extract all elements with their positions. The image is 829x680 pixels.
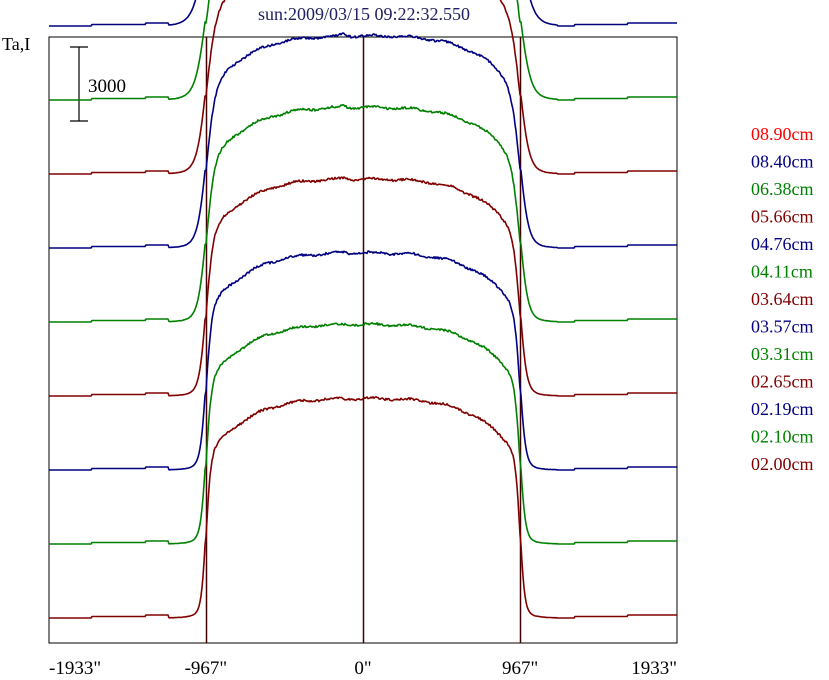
series-line-04-76cm — [49, 0, 677, 27]
x-tick-label: 0" — [354, 658, 371, 679]
series-layer — [49, 0, 677, 619]
legend-entry: 02.19cm — [751, 399, 814, 419]
series-line-02-00cm — [49, 396, 677, 619]
series-line-02-65cm — [49, 176, 677, 397]
x-tick-label: -967" — [185, 658, 228, 679]
series-line-04-11cm — [49, 0, 677, 101]
legend-entry: 03.64cm — [751, 289, 814, 309]
x-tick-label: -1933" — [49, 658, 101, 679]
series-line-03-57cm — [49, 32, 677, 249]
legend-entry: 04.76cm — [751, 234, 814, 254]
legend-entry: 08.90cm — [751, 124, 814, 144]
legend-entry: 06.38cm — [751, 179, 814, 199]
series-line-03-64cm — [49, 0, 677, 175]
legend-entry: 03.31cm — [751, 344, 814, 364]
legend-entry: 04.11cm — [751, 262, 813, 282]
legend-entry: 02.10cm — [751, 427, 814, 447]
legend-entry: 03.57cm — [751, 317, 814, 337]
legend-entry: 05.66cm — [751, 207, 814, 227]
legend-entry: 02.65cm — [751, 372, 814, 392]
scale-bar-label: 3000 — [88, 76, 126, 97]
legend-entry: 08.40cm — [751, 152, 814, 172]
legend-entry: 02.00cm — [751, 454, 814, 474]
y-axis-label: Ta,I — [2, 34, 30, 54]
series-line-03-31cm — [49, 103, 677, 323]
legend: 08.90cm 08.40cm 06.38cm 05.66cm 04.76cm 04.11… — [751, 124, 814, 474]
chart-title: sun:2009/03/15 09:22:32.550 — [258, 4, 470, 24]
x-tick-labels: -1933" -967" 0" 967" 1933" — [49, 658, 677, 679]
series-line-02-10cm — [49, 321, 677, 545]
series-line-02-19cm — [49, 250, 677, 471]
x-tick-label: 967" — [502, 658, 538, 679]
x-tick-label: 1933" — [631, 658, 677, 679]
scale-bar: 3000 — [70, 46, 126, 122]
